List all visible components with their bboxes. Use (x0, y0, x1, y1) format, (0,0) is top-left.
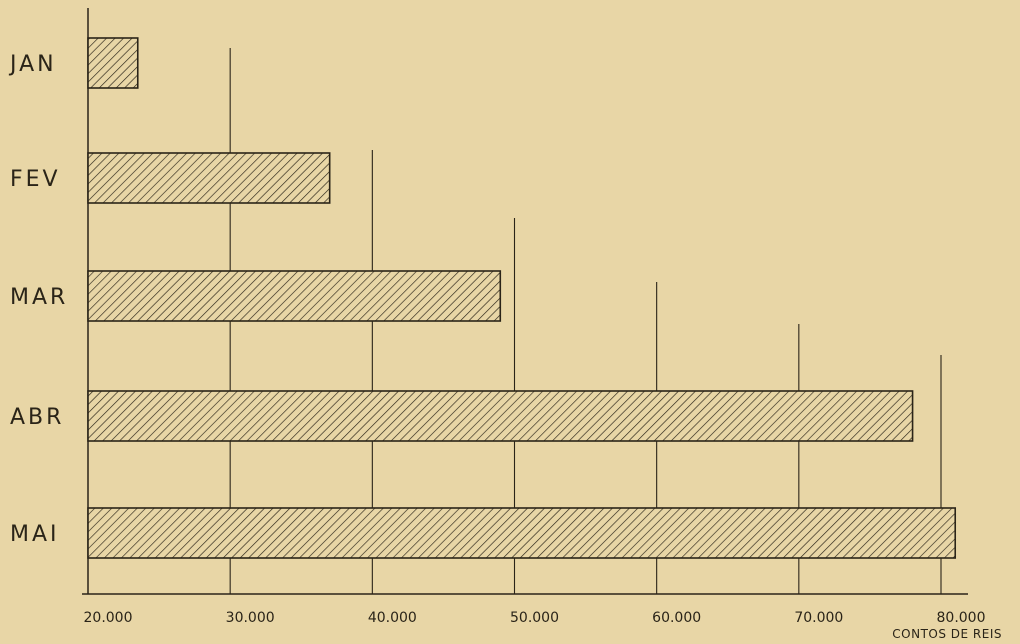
x-tick-label: 70.000 (794, 610, 843, 626)
x-tick-label: 50.000 (510, 610, 559, 626)
x-axis-unit-label: CONTOS DE REIS (892, 627, 1002, 641)
x-tick-label: 60.000 (652, 610, 701, 626)
bar (87, 270, 502, 322)
bars (87, 37, 957, 559)
x-tick-labels: 20.000 30.000 40.000 50.000 60.000 70.000 80.0… (84, 610, 986, 626)
x-tick-label: 40.000 (368, 610, 417, 626)
x-tick-label: 20.000 (84, 610, 133, 626)
category-labels: JAN FEV MAR ABR MAI (8, 52, 68, 547)
category-label: FEV (10, 167, 61, 192)
x-tick-label: 80.000 (937, 610, 986, 626)
category-label: MAR (10, 285, 68, 310)
bar (87, 37, 139, 89)
bar (87, 507, 957, 559)
category-label: JAN (8, 52, 57, 77)
bar (87, 390, 914, 442)
x-tick-label: 30.000 (226, 610, 275, 626)
bar (87, 152, 331, 204)
category-label: ABR (10, 405, 64, 430)
category-label: MAI (10, 522, 60, 547)
